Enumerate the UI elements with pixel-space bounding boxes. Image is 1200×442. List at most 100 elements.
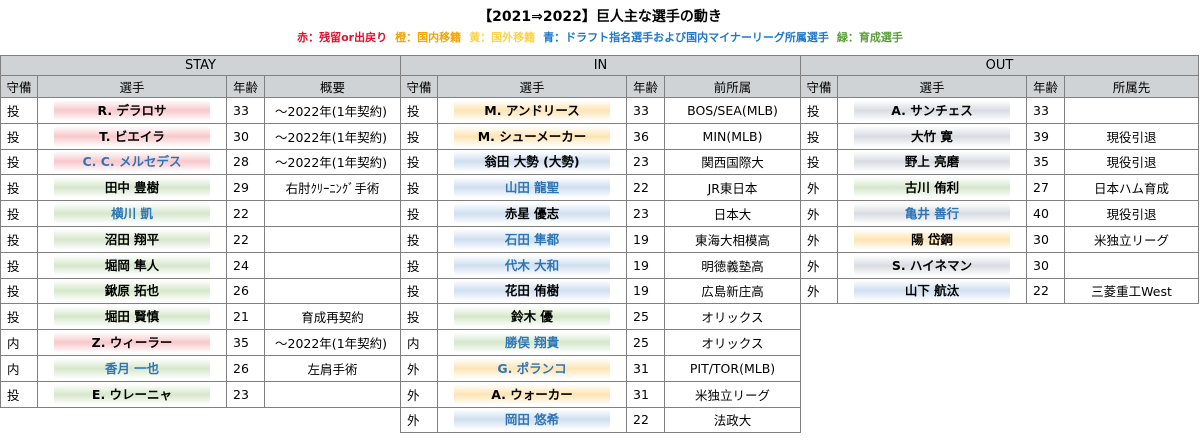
- position-cell: 内: [0, 354, 38, 382]
- player-name: R. デラロサ: [54, 99, 210, 121]
- player-cell: 堀岡 隼人: [37, 251, 227, 279]
- position-cell: 投: [800, 122, 838, 150]
- column-header-pos: 守備: [800, 75, 838, 98]
- age-cell: 31: [626, 354, 665, 382]
- player-cell: A. サンチェス: [837, 97, 1027, 124]
- detail-cell: 関西国際大: [664, 148, 801, 176]
- legend-item: 黄：国外移籍: [469, 31, 536, 44]
- table-row: 投 E. ウレーニャ 23: [0, 380, 401, 408]
- table-row: 投田中 豊樹 29 右肘ｸﾘｰﾆﾝｸﾞ手術: [0, 174, 401, 202]
- age-cell: 19: [626, 251, 665, 279]
- age-cell: 33: [626, 97, 665, 124]
- position-cell: 投: [0, 380, 38, 408]
- table-row: 投翁田 大勢 (大勢) 23 関西国際大: [400, 148, 801, 176]
- player-cell: S. ハイネマン: [837, 251, 1027, 279]
- player-cell: 野上 亮磨: [837, 148, 1027, 176]
- age-cell: 30: [1026, 251, 1065, 279]
- age-cell: 28: [226, 148, 265, 176]
- position-cell: 投: [400, 148, 438, 176]
- detail-cell: 米独立リーグ: [1064, 225, 1199, 253]
- column-header-age: 年齢: [626, 75, 665, 98]
- age-cell: 25: [626, 303, 665, 331]
- detail-cell: MIN(MLB): [664, 122, 801, 150]
- player-name: A. ウォーカー: [454, 383, 610, 405]
- player-cell: C. C. メルセデス: [37, 148, 227, 176]
- position-cell: 投: [0, 200, 38, 227]
- detail-cell: 米独立リーグ: [664, 380, 801, 408]
- position-cell: 外: [800, 200, 838, 227]
- position-cell: 外: [800, 277, 838, 305]
- age-cell: 33: [1026, 97, 1065, 124]
- column-header-detail: 前所属: [664, 75, 801, 98]
- table-row: 投 M. シューメーカー 36 MIN(MLB): [400, 122, 801, 150]
- player-name: 古川 侑利: [854, 177, 1010, 199]
- player-cell: G. ポランコ: [437, 354, 627, 382]
- table-row: 外亀井 善行 40 現役引退: [800, 200, 1199, 227]
- in-section-header: IN: [400, 55, 801, 76]
- table-row: 外岡田 悠希 22 法政大: [400, 406, 801, 434]
- player-cell: 香月 一也: [37, 354, 227, 382]
- player-name: 岡田 悠希: [454, 409, 610, 431]
- color-legend: 赤：残留or出戻り 橙：国内移籍 黄：国外移籍 青：ドラフト指名選手および国内マイナー…: [0, 29, 1200, 45]
- age-cell: 33: [226, 97, 265, 124]
- position-cell: 投: [400, 225, 438, 253]
- player-cell: R. デラロサ: [37, 97, 227, 124]
- player-cell: 勝俣 翔貴: [437, 329, 627, 356]
- player-name: G. ポランコ: [454, 357, 610, 379]
- detail-cell: [1064, 97, 1199, 124]
- detail-cell: [264, 380, 401, 408]
- column-header-detail: 所属先: [1064, 75, 1199, 98]
- table-row: 投 R. デラロサ 33 ～2022年(1年契約): [0, 97, 401, 124]
- player-name: 堀岡 隼人: [54, 254, 210, 276]
- table-row: 投代木 大和 19 明徳義塾高: [400, 251, 801, 279]
- age-cell: 22: [226, 200, 265, 227]
- age-cell: 26: [226, 354, 265, 382]
- player-name: 沼田 翔平: [54, 228, 210, 250]
- age-cell: 36: [626, 122, 665, 150]
- table-row: 投横川 凱 22: [0, 200, 401, 227]
- out-panel: OUT 守備 選手 年齢 所属先投 A. サンチェス 33 投大竹 寛 39 現役引退投野上 亮磨…: [800, 55, 1199, 305]
- table-row: 内香月 一也 26 左肩手術: [0, 354, 401, 382]
- stay-section-header: STAY: [0, 55, 401, 76]
- age-cell: 29: [226, 174, 265, 202]
- table-row: 投鍬原 拓也 26: [0, 277, 401, 305]
- detail-cell: 法政大: [664, 406, 801, 434]
- stay-panel: STAY 守備 選手 年齢 概要投 R. デラロサ 33 ～2022年(1年契約) 投 T. ビエ…: [0, 55, 401, 408]
- table-row: 投赤星 優志 23 日本大: [400, 200, 801, 227]
- table-row: 投堀岡 隼人 24: [0, 251, 401, 279]
- detail-cell: ～2022年(1年契約): [264, 97, 401, 124]
- age-cell: 22: [226, 225, 265, 253]
- table-row: 投 A. サンチェス 33: [800, 97, 1199, 124]
- column-header-pos: 守備: [0, 75, 38, 98]
- age-cell: 19: [626, 225, 665, 253]
- legend-item: 青：ドラフト指名選手および国内マイナーリーグ所属選手: [543, 31, 829, 44]
- player-name: 山田 龍聖: [454, 177, 610, 199]
- position-cell: 投: [0, 97, 38, 124]
- player-cell: M. シューメーカー: [437, 122, 627, 150]
- detail-cell: 右肘ｸﾘｰﾆﾝｸﾞ手術: [264, 174, 401, 202]
- player-cell: 鈴木 優: [437, 303, 627, 331]
- player-name: M. アンドリース: [454, 99, 610, 121]
- table-row: 投野上 亮磨 35 現役引退: [800, 148, 1199, 176]
- detail-cell: [264, 200, 401, 227]
- player-cell: 田中 豊樹: [37, 174, 227, 202]
- position-cell: 投: [0, 225, 38, 253]
- table-row: 内 Z. ウィーラー 35 ～2022年(1年契約): [0, 329, 401, 356]
- column-header-player: 選手: [37, 75, 227, 98]
- player-cell: 古川 侑利: [837, 174, 1027, 202]
- age-cell: 23: [226, 380, 265, 408]
- player-name: 翁田 大勢 (大勢): [454, 151, 610, 173]
- player-name: 陽 岱鋼: [854, 228, 1010, 250]
- age-cell: 23: [626, 200, 665, 227]
- table-row: 投 T. ビエイラ 30 ～2022年(1年契約): [0, 122, 401, 150]
- table-row: 投 C. C. メルセデス 28 ～2022年(1年契約): [0, 148, 401, 176]
- player-cell: 山下 航汰: [837, 277, 1027, 305]
- player-name: 鍬原 拓也: [54, 280, 210, 302]
- position-cell: 投: [0, 174, 38, 202]
- position-cell: 投: [0, 277, 38, 305]
- player-cell: 赤星 優志: [437, 200, 627, 227]
- table-row: 外 A. ウォーカー 31 米独立リーグ: [400, 380, 801, 408]
- player-name: 勝俣 翔貴: [454, 332, 610, 354]
- in-panel: IN 守備 選手 年齢 前所属投 M. アンドリース 33 BOS/SEA(MLB) 投 M. シ…: [400, 55, 801, 434]
- column-header-player: 選手: [437, 75, 627, 98]
